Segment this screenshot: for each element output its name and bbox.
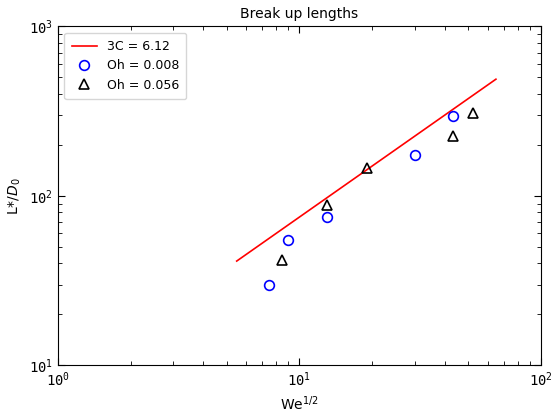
3C = 6.12 [387,151,394,156]
3C = 6.12 [493,77,500,82]
Oh = 0.056 [469,110,476,115]
3C = 6.12 [388,150,394,155]
Oh = 0.008 [412,152,418,157]
Oh = 0.008 [324,215,330,220]
Oh = 0.056 [363,166,370,171]
Line: Oh = 0.008: Oh = 0.008 [264,111,458,289]
3C = 6.12 [234,259,240,264]
Title: Break up lengths: Break up lengths [240,7,358,21]
Oh = 0.008 [285,237,292,242]
3C = 6.12 [452,105,459,110]
Oh = 0.008 [266,282,273,287]
Legend: 3C = 6.12, Oh = 0.008, Oh = 0.056: 3C = 6.12, Oh = 0.008, Oh = 0.056 [64,32,186,99]
Oh = 0.056 [449,134,456,139]
Line: 3C = 6.12: 3C = 6.12 [237,79,496,261]
X-axis label: We$^{1/2}$: We$^{1/2}$ [280,394,319,413]
Oh = 0.056 [324,203,330,208]
Line: Oh = 0.056: Oh = 0.056 [278,108,477,265]
Oh = 0.008 [449,114,456,119]
3C = 6.12 [392,147,399,152]
Y-axis label: L*$/D_0$: L*$/D_0$ [7,177,24,215]
Oh = 0.056 [279,257,286,262]
3C = 6.12 [234,258,241,263]
3C = 6.12 [468,94,475,99]
